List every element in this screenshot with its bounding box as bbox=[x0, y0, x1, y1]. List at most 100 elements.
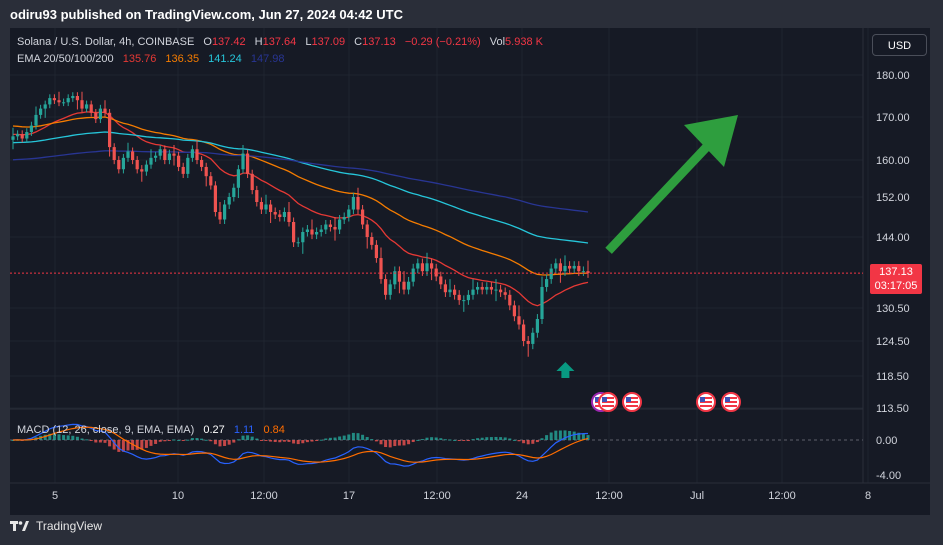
candle-body bbox=[517, 316, 521, 325]
macd-histogram-bar bbox=[494, 436, 498, 440]
buy-signal-arrow-icon bbox=[556, 362, 575, 378]
macd-histogram-bar bbox=[172, 439, 176, 441]
macd-histogram-bar bbox=[462, 440, 466, 441]
close-label: C bbox=[354, 36, 363, 48]
candle-body bbox=[439, 276, 443, 285]
macd-histogram-bar bbox=[379, 440, 383, 445]
candle-body bbox=[190, 149, 194, 158]
macd-histogram-bar bbox=[365, 437, 369, 440]
candle-body bbox=[397, 271, 401, 282]
candle-body bbox=[411, 268, 415, 282]
low-label: L bbox=[305, 36, 312, 48]
candle-body bbox=[232, 187, 236, 197]
candle-body bbox=[181, 166, 185, 174]
candle-body bbox=[200, 160, 204, 167]
price-axis-label: 152.00 bbox=[876, 192, 910, 204]
macd-histogram-bar bbox=[52, 433, 56, 440]
candle-body bbox=[213, 185, 217, 212]
candle-body bbox=[25, 132, 29, 139]
macd-histogram-bar bbox=[439, 438, 443, 440]
macd-histogram-bar bbox=[282, 440, 286, 442]
currency-button[interactable]: USD bbox=[872, 34, 927, 56]
candle-body bbox=[568, 265, 572, 269]
candle-body bbox=[131, 151, 135, 160]
price-axis-label: 160.00 bbox=[876, 155, 910, 167]
candle-body bbox=[558, 263, 562, 272]
candle-body bbox=[140, 169, 144, 172]
macd-histogram-bar bbox=[75, 436, 79, 440]
macd-histogram-bar bbox=[190, 438, 194, 440]
macd-histogram-bar bbox=[255, 438, 259, 440]
candle-body bbox=[112, 147, 116, 160]
volume-value: 5.938 K bbox=[505, 36, 543, 48]
candle-body bbox=[522, 324, 526, 341]
macd-histogram-bar bbox=[163, 440, 167, 442]
macd-histogram-bar bbox=[480, 437, 484, 440]
candle-body bbox=[48, 98, 52, 105]
candle-body bbox=[204, 166, 208, 177]
high-value: 137.64 bbox=[262, 36, 297, 48]
macd-histogram-bar bbox=[195, 438, 199, 440]
macd-histogram-bar bbox=[508, 438, 512, 440]
candle-body bbox=[480, 286, 484, 290]
candle-body bbox=[508, 294, 512, 306]
macd-histogram-bar bbox=[158, 440, 162, 442]
candle-body bbox=[453, 289, 457, 295]
macd-histogram-bar bbox=[558, 430, 562, 440]
macd-histogram-bar bbox=[430, 437, 434, 440]
grid bbox=[10, 28, 930, 484]
candle-body bbox=[347, 209, 351, 217]
candle-body bbox=[301, 232, 305, 243]
macd-histogram-bar bbox=[443, 439, 447, 441]
candle-body bbox=[177, 155, 181, 167]
candle-body bbox=[545, 279, 549, 287]
candle-body bbox=[416, 263, 420, 269]
low-value: 137.09 bbox=[311, 36, 346, 48]
chart-canvas[interactable]: 180.00170.00160.00152.00144.00130.50124.… bbox=[10, 28, 930, 515]
macd-line-value: 1.11 bbox=[233, 424, 255, 436]
macd-histogram-bar bbox=[328, 437, 332, 440]
macd-histogram-bar bbox=[374, 440, 378, 442]
macd-histogram-bar bbox=[181, 440, 185, 441]
candle-body bbox=[154, 155, 158, 158]
candle-body bbox=[259, 202, 263, 210]
macd-histogram-bar bbox=[563, 430, 567, 440]
time-axis-label: 12:00 bbox=[595, 490, 623, 502]
macd-histogram-bar bbox=[218, 440, 222, 447]
candle-body bbox=[273, 212, 277, 215]
candle-body bbox=[379, 258, 383, 280]
candle-body bbox=[531, 332, 535, 344]
candle-body bbox=[195, 149, 199, 160]
candle-body bbox=[448, 289, 452, 293]
macd-histogram-bar bbox=[246, 435, 250, 440]
candle-body bbox=[554, 263, 558, 269]
macd-histogram-bar bbox=[485, 437, 489, 440]
macd-histogram-bar bbox=[57, 434, 61, 440]
candle-body bbox=[144, 164, 148, 172]
candle-body bbox=[333, 227, 337, 230]
candle-body bbox=[581, 271, 585, 273]
macd-histogram-bar bbox=[466, 440, 470, 441]
uptrend-arrow-shaft bbox=[605, 133, 720, 254]
chart-panel[interactable]: 180.00 170.00 160.00 152.00 144.00 130.50 124.… bbox=[10, 28, 930, 515]
macd-histogram-bar bbox=[333, 437, 337, 440]
open-value: 137.42 bbox=[211, 36, 246, 48]
ema200-line bbox=[12, 150, 589, 213]
ema-lines bbox=[12, 111, 589, 307]
macd-histogram-bar bbox=[416, 439, 420, 441]
macd-histogram-bar bbox=[476, 438, 480, 440]
time-axis-label: 8 bbox=[865, 490, 871, 502]
macd-histogram-bar bbox=[11, 440, 15, 441]
macd-histogram-bar bbox=[540, 438, 544, 440]
macd-histogram-bar bbox=[535, 440, 539, 443]
ema100-line bbox=[12, 131, 589, 244]
footer: TradingView bbox=[10, 519, 102, 533]
macd-histogram-bar bbox=[227, 440, 231, 445]
candle-body bbox=[393, 271, 397, 285]
price-axis-label: 130.50 bbox=[876, 303, 910, 315]
candle-body bbox=[71, 96, 75, 99]
candle-body bbox=[319, 229, 323, 232]
macd-hist-value: 0.27 bbox=[203, 424, 225, 436]
ema-label: EMA 20/50/100/200 bbox=[17, 53, 114, 65]
candle-body bbox=[287, 212, 291, 222]
